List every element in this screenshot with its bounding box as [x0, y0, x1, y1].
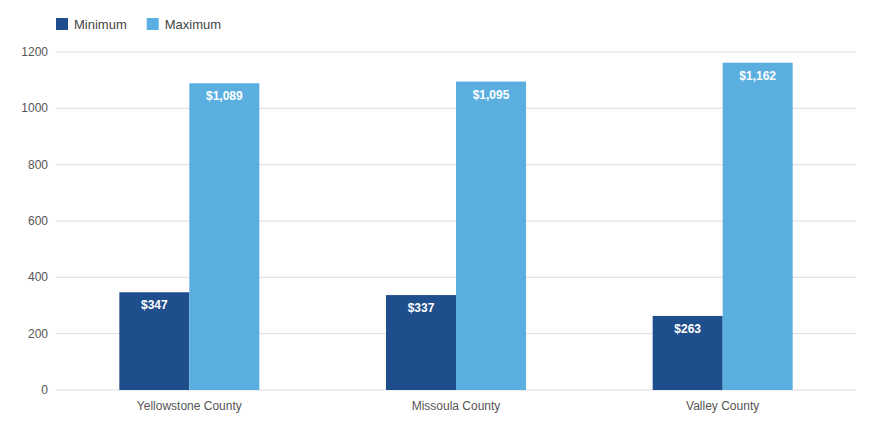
y-axis: 0 200 400 600 800 1000 1200 — [21, 45, 856, 397]
chart: 020040060080010001200$347$337$263$1,089$… — [0, 0, 876, 430]
bar — [653, 316, 723, 390]
y-tick-label: 0 — [41, 383, 48, 397]
x-axis: Yellowstone County Missoula County Valley … — [137, 399, 759, 413]
legend-item: Maximum — [147, 17, 221, 32]
bar — [456, 82, 526, 390]
data-label: $347 — [141, 298, 168, 312]
bar — [723, 63, 793, 390]
y-tick-label: 600 — [28, 214, 48, 228]
data-label: $1,095 — [473, 88, 510, 102]
bar — [119, 292, 189, 390]
y-tick-label: 400 — [28, 270, 48, 284]
legend-swatch — [56, 18, 68, 30]
legend-label: Minimum — [74, 17, 127, 32]
data-label: $1,089 — [206, 89, 243, 103]
data-labels: $347 $337 $263 $1,089 $1,095 $1,162 — [141, 69, 776, 336]
legend-swatch — [147, 18, 159, 30]
y-tick-label: 1000 — [21, 101, 48, 115]
bar — [189, 83, 259, 390]
y-tick-label: 200 — [28, 327, 48, 341]
legend: Minimum Maximum — [56, 17, 221, 32]
bars — [119, 63, 792, 390]
bar — [386, 295, 456, 390]
data-label: $263 — [674, 322, 701, 336]
legend-label: Maximum — [165, 17, 221, 32]
x-tick-label: Yellowstone County — [137, 399, 242, 413]
legend-item: Minimum — [56, 17, 127, 32]
x-tick-label: Missoula County — [412, 399, 501, 413]
chart-container: 020040060080010001200$347$337$263$1,089$… — [0, 0, 876, 430]
y-tick-label: 800 — [28, 158, 48, 172]
grid-line — [56, 52, 856, 53]
data-label: $1,162 — [739, 69, 776, 83]
x-tick-label: Valley County — [686, 399, 759, 413]
data-label: $337 — [408, 301, 435, 315]
y-tick-label: 1200 — [21, 45, 48, 59]
